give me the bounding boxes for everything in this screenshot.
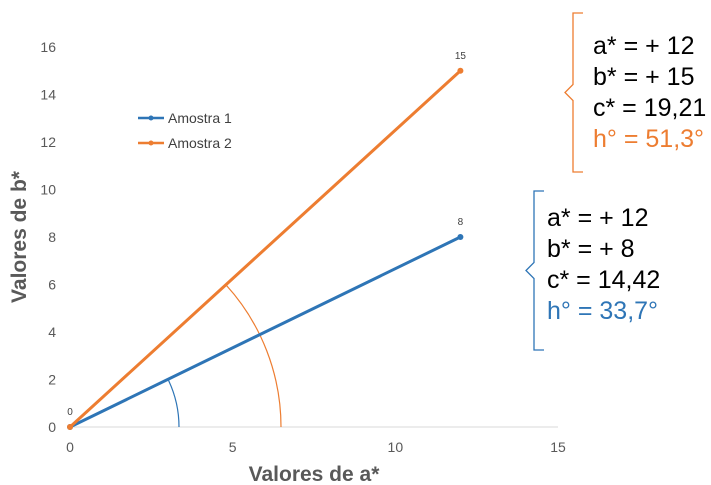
legend-swatch-point [148, 115, 154, 121]
data-label: 8 [458, 217, 464, 228]
x-tick-label: 0 [66, 439, 74, 455]
annotation-brace [525, 190, 544, 351]
x-tick-label: 10 [388, 439, 404, 455]
annotation-brace [564, 12, 583, 173]
data-point [67, 424, 73, 430]
data-label: 15 [455, 51, 467, 62]
x-tick-labels: 0 5 10 15 [66, 439, 566, 455]
x-tick-label: 5 [229, 439, 237, 455]
annotation-line: b* = + 8 [547, 235, 635, 263]
data-point [457, 67, 464, 74]
y-axis-title: Valores de b* [8, 170, 31, 303]
y-tick-labels: 0 2 4 6 8 10 12 14 16 [40, 39, 56, 435]
annotations: a* = + 12 b* = + 15 c* = 19,21 h° = 51,3° a*… [525, 12, 706, 351]
point-labels: 0 8 15 [67, 51, 466, 418]
x-axis-title: Valores de a* [249, 463, 381, 485]
x-tick-label: 15 [550, 439, 566, 455]
y-tick-label: 0 [48, 419, 56, 435]
hue-angle-arc [167, 379, 180, 428]
series-line [68, 235, 462, 429]
annotation-line: h° = 33,7° [547, 297, 658, 325]
series-line [68, 69, 462, 429]
y-tick-label: 14 [40, 87, 56, 103]
y-tick-label: 12 [40, 134, 56, 150]
annotation-line: a* = + 12 [547, 204, 648, 232]
y-tick-label: 6 [48, 277, 56, 293]
y-tick-label: 8 [48, 229, 56, 245]
annotation-line: b* = + 15 [593, 63, 694, 91]
y-tick-label: 10 [40, 182, 56, 198]
annotation-line: c* = 14,42 [547, 266, 660, 294]
y-tick-label: 4 [48, 324, 56, 340]
annotation-line: a* = + 12 [593, 32, 694, 60]
annotation-line: c* = 19,21 [593, 94, 706, 122]
hue-angle-arcs [167, 284, 282, 428]
data-label: 0 [67, 407, 73, 418]
legend-swatch-point [148, 140, 154, 146]
legend-label: Amostra 1 [168, 110, 232, 126]
y-tick-label: 2 [48, 372, 56, 388]
annotation-line: h° = 51,3° [593, 125, 704, 153]
legend-label: Amostra 2 [168, 135, 232, 151]
data-point [457, 234, 464, 240]
series-lines [67, 67, 464, 430]
legend: Amostra 1 Amostra 2 [138, 110, 232, 151]
hue-angle-arc [225, 284, 282, 428]
y-tick-label: 16 [40, 39, 56, 55]
